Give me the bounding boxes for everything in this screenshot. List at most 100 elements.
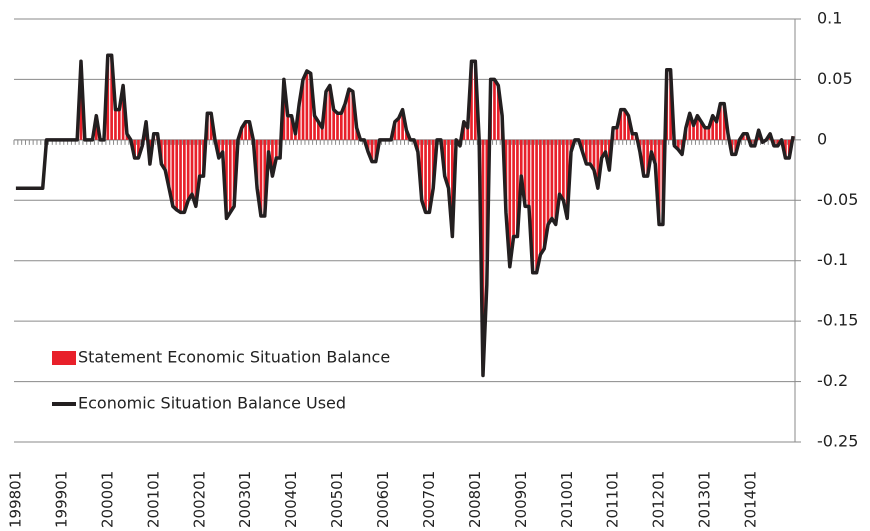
bar [519, 139, 523, 177]
bar [539, 139, 542, 255]
bar [263, 139, 267, 216]
bar [190, 139, 194, 195]
bar [370, 139, 374, 162]
bar [225, 139, 228, 219]
bar [630, 133, 634, 140]
bar [531, 139, 535, 273]
bar [133, 139, 136, 158]
x-tick-label: 200701 [420, 471, 438, 528]
bar [286, 115, 290, 140]
bar [722, 103, 726, 140]
x-tick-label: 200001 [98, 471, 116, 528]
bar [527, 139, 531, 207]
bar [784, 139, 787, 158]
bar [554, 139, 558, 225]
bar [232, 139, 236, 207]
bar [297, 103, 301, 140]
bar [692, 125, 695, 140]
bar [110, 55, 113, 140]
bar [167, 139, 171, 189]
bar [473, 61, 477, 140]
bar [405, 130, 408, 140]
bar [79, 61, 83, 140]
bar [512, 139, 515, 237]
bar [443, 139, 447, 177]
bar [688, 113, 692, 140]
bar [351, 91, 355, 140]
bar [267, 139, 270, 152]
bar [596, 139, 600, 189]
bar [546, 139, 550, 225]
bar [676, 139, 680, 150]
bar [94, 115, 98, 140]
legend-label: Statement Economic Situation Balance [78, 348, 390, 367]
bar [451, 139, 454, 237]
bar [163, 139, 167, 171]
bar [117, 109, 121, 140]
y-tick-label: -0.2 [817, 371, 848, 390]
bar [581, 139, 584, 152]
bar [600, 139, 604, 158]
bar [669, 69, 672, 140]
bar [328, 85, 332, 140]
bar [542, 139, 546, 249]
bar [347, 89, 351, 140]
bar [355, 127, 358, 140]
bar [217, 139, 221, 158]
bar [431, 139, 435, 189]
bar [592, 139, 596, 171]
y-tick-label: -0.15 [817, 311, 858, 330]
y-tick-label: -0.05 [817, 190, 858, 209]
bar [259, 139, 263, 216]
bar [493, 79, 496, 140]
x-tick-label: 201401 [742, 471, 760, 528]
bar [588, 139, 592, 165]
bar [309, 73, 313, 140]
bar [366, 139, 370, 152]
x-tick-label: 201001 [558, 471, 576, 528]
y-tick-label: 0 [817, 129, 827, 148]
bar [424, 139, 427, 213]
bar [114, 109, 117, 140]
bar [290, 115, 293, 140]
bar [339, 113, 343, 140]
bar [615, 127, 619, 140]
x-tick-label: 200501 [328, 471, 346, 528]
y-tick-label: 0.1 [817, 9, 842, 28]
bar [734, 139, 737, 155]
bar [393, 121, 397, 140]
bar [271, 139, 274, 177]
bar [183, 139, 186, 213]
bar [657, 139, 661, 225]
legend-swatch [52, 351, 76, 365]
legend-label: Economic Situation Balance Used [78, 394, 346, 413]
bar [209, 113, 213, 140]
x-tick-label: 200201 [190, 471, 208, 528]
bar [121, 85, 125, 140]
bar [646, 139, 649, 177]
bar [137, 139, 140, 158]
bar [294, 133, 297, 140]
x-tick-label: 200101 [144, 471, 162, 528]
x-tick-label: 199901 [52, 471, 70, 528]
bar [650, 139, 653, 152]
x-tick-label: 201101 [604, 471, 622, 528]
x-tick-label: 199801 [7, 471, 25, 528]
bar [106, 55, 110, 140]
bar [305, 70, 309, 140]
bar [447, 139, 450, 189]
bar [470, 61, 473, 140]
bar [324, 91, 328, 140]
x-tick-label: 200301 [236, 471, 254, 528]
bar [623, 109, 626, 140]
bar [240, 127, 244, 140]
x-tick-label: 200801 [466, 471, 484, 528]
bar [416, 139, 420, 152]
bar [179, 139, 182, 213]
bar [397, 118, 401, 140]
bar [508, 139, 512, 267]
x-tick-label: 201301 [696, 471, 714, 528]
bar [343, 103, 347, 140]
bar [585, 139, 588, 165]
